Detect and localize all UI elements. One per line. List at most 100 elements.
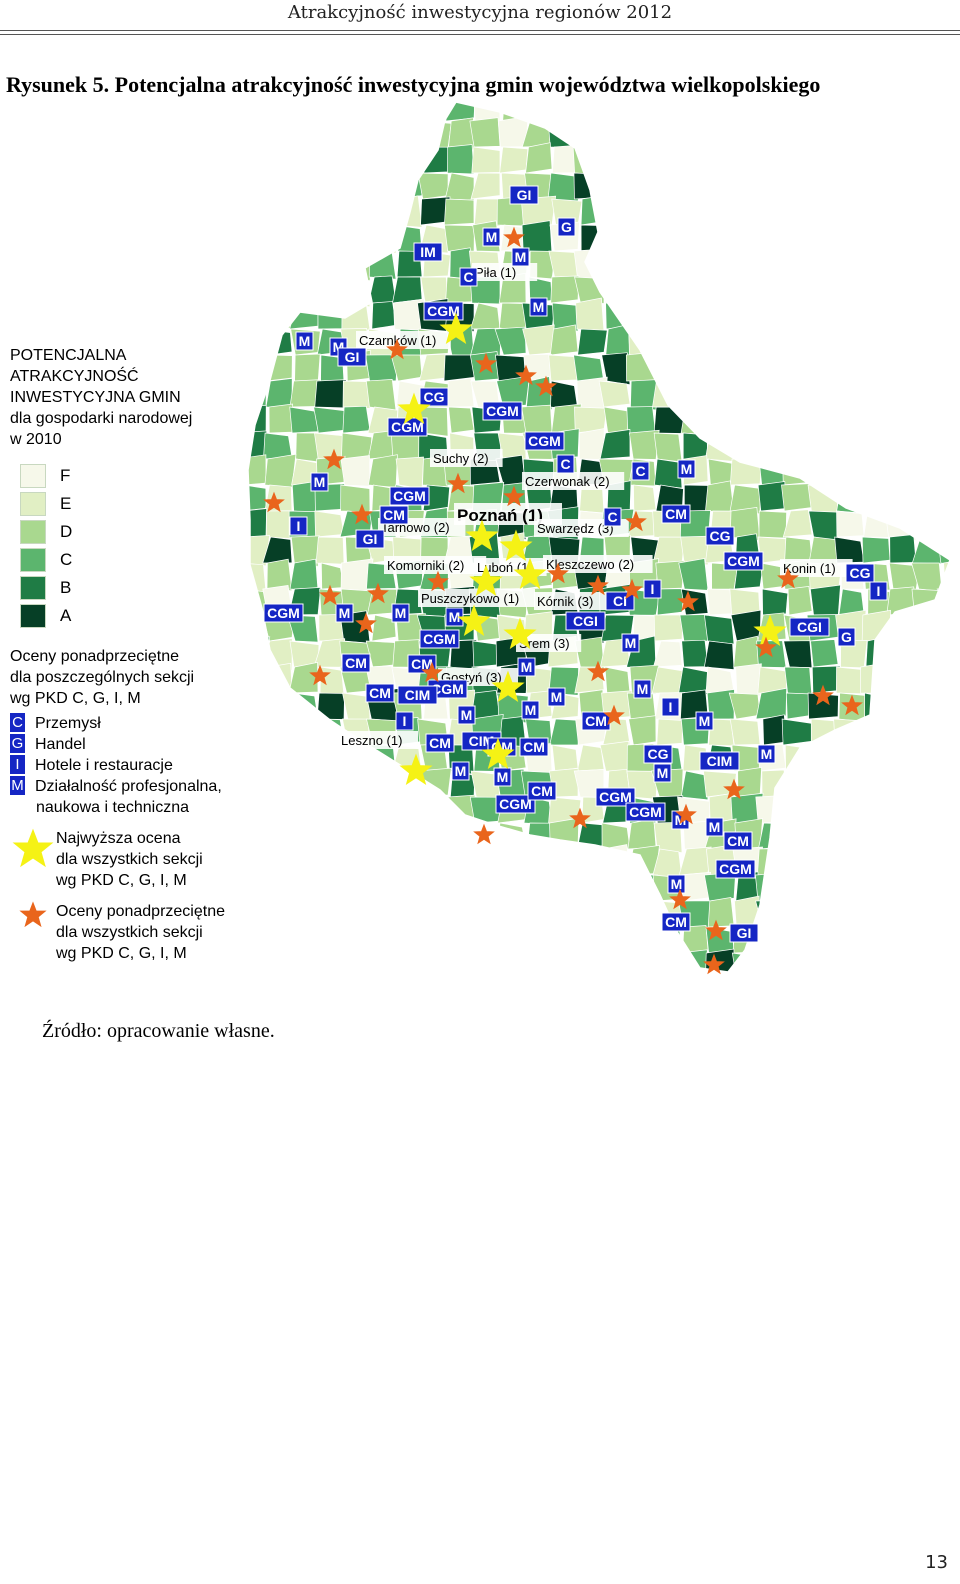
municipality-area (788, 770, 815, 798)
legend-section-i: I Hotele i restauracje (10, 755, 270, 776)
municipality-area (653, 614, 684, 642)
pkd-code-badge: G (837, 627, 856, 647)
municipality-area (391, 793, 425, 827)
pkd-code-text: G (841, 629, 852, 645)
pkd-code-text: CGM (727, 553, 760, 569)
place-label-bg (356, 331, 451, 349)
municipality-area (655, 102, 683, 122)
municipality-area (264, 453, 297, 488)
municipality-area (548, 250, 579, 279)
pkd-code-badge: CGM (723, 551, 764, 571)
municipality-area (886, 977, 916, 1000)
municipality-area (339, 796, 372, 827)
municipality-area (840, 898, 865, 931)
municipality-area (833, 221, 865, 252)
municipality-area (446, 874, 475, 902)
pkd-code-text: CM (411, 656, 433, 672)
municipality-area (677, 380, 713, 408)
municipality-area (707, 896, 735, 928)
municipality-area (733, 376, 762, 412)
municipality-area (316, 796, 345, 824)
municipality-area (787, 586, 813, 616)
municipality-area (781, 792, 815, 824)
pkd-code-badge: CGI (789, 617, 830, 637)
pkd-code-text: C (463, 269, 473, 285)
municipality-area (316, 146, 345, 174)
municipality-area (808, 168, 839, 200)
section-code-badge: I (10, 755, 25, 774)
municipality-area (756, 375, 789, 408)
municipality-area (473, 900, 501, 931)
orange-star-icon (755, 636, 777, 658)
municipality-area (605, 302, 631, 330)
pkd-code-badge: CM (365, 683, 395, 703)
municipality-area (832, 796, 865, 826)
municipality-area (782, 171, 816, 200)
municipality-area (314, 172, 347, 204)
municipality-area (834, 302, 865, 331)
municipality-area (938, 325, 950, 356)
municipality-area (886, 899, 917, 928)
pkd-code-text: M (395, 605, 407, 621)
municipality-area (885, 324, 917, 359)
municipality-area (839, 327, 865, 359)
pkd-code-badge: M (493, 767, 512, 787)
municipality-area (395, 848, 423, 879)
municipality-area (885, 874, 920, 902)
municipality-area (422, 817, 449, 850)
municipality-area (889, 952, 917, 972)
municipality-area (339, 848, 371, 878)
orange-star-icon (309, 664, 331, 686)
place-label: Puszczykowo (1) (421, 591, 519, 606)
pkd-code-text: CGM (423, 631, 456, 647)
municipality-area (341, 302, 371, 331)
pkd-code-badge: GI (729, 923, 759, 943)
municipality-area (811, 195, 839, 229)
orange-star-icon (569, 807, 591, 829)
municipality-area (911, 848, 945, 877)
municipality-area (760, 119, 787, 148)
municipality-area (887, 380, 921, 410)
municipality-area (268, 120, 297, 149)
municipality-area (836, 273, 865, 305)
orange-star-icon (367, 582, 389, 604)
section-label: Działalność profesjonalna, (35, 778, 222, 795)
municipality-area (808, 510, 841, 542)
municipality-area (937, 118, 950, 152)
municipality-area (314, 978, 348, 1000)
municipality-area (813, 952, 841, 972)
section-label: Przemysł (35, 715, 101, 732)
municipality-area (780, 143, 817, 174)
municipality-area (342, 405, 371, 434)
municipality-area (809, 584, 841, 619)
place-label-bg (418, 589, 535, 607)
municipality-area (865, 102, 891, 122)
place-label-bg (522, 472, 625, 490)
municipality-area (264, 194, 293, 228)
pkd-code-badge: CGM (263, 603, 304, 623)
municipality-area (703, 640, 735, 671)
pkd-code-badge: M (667, 874, 686, 894)
legend-class-list: F E D C B A (10, 462, 270, 630)
municipality-area (756, 302, 787, 330)
municipality-area (342, 276, 371, 308)
pkd-code-text: M (709, 819, 721, 835)
municipality-area (833, 822, 866, 850)
orange-star-icon (675, 803, 697, 825)
orange-star-icon (503, 226, 525, 248)
municipality-area (476, 952, 501, 972)
municipality-area (263, 271, 294, 305)
municipality-area (706, 689, 735, 720)
yellow-star-icon (399, 753, 433, 786)
pkd-code-badge: I (395, 711, 414, 731)
legend-title: POTENCJALNA ATRAKCYJNOŚĆ INWESTYCYJNA GM… (10, 347, 193, 448)
place-label-bg (516, 634, 582, 652)
municipality-area (759, 274, 787, 304)
municipality-area (316, 925, 345, 954)
municipality-area (917, 896, 943, 930)
municipality-area (707, 406, 735, 436)
pkd-code-text: CGM (528, 433, 561, 449)
municipality-area (289, 974, 318, 1000)
pkd-code-text: M (314, 474, 326, 490)
municipality-area (290, 116, 319, 149)
